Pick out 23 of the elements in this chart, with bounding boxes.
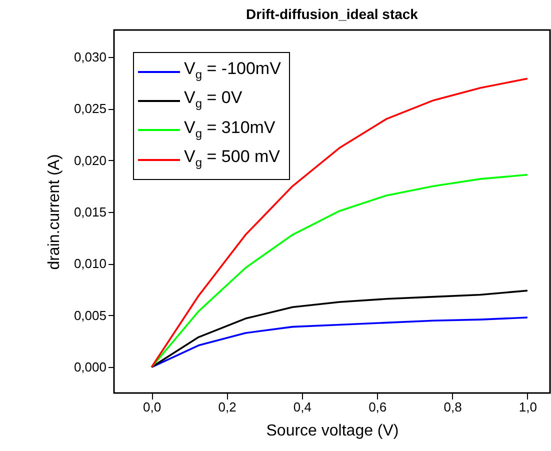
- x-tick-label: 0,8: [444, 400, 462, 414]
- y-tick-label: 0,015: [74, 204, 106, 220]
- y-tick-label: 0,025: [74, 101, 106, 116]
- legend-label: V$_{g}$ = 500 mV: [184, 146, 280, 172]
- x-tick-label: 1,0: [518, 400, 537, 414]
- x-tick-label: 0,2: [218, 400, 236, 414]
- line-series: [150, 290, 528, 368]
- y-tick-label: 0,020: [74, 152, 106, 168]
- legend-label: V$_{g}$ = 0V: [184, 87, 242, 113]
- y-tick-label: 0,005: [74, 308, 106, 323]
- legend-label: V$_{g}$ = 310mV: [184, 116, 276, 142]
- x-tick-label: 0,6: [368, 400, 387, 414]
- x-tick-label: 0,4: [293, 400, 312, 414]
- x-tick-label: 0,0: [143, 400, 162, 414]
- line-series: [150, 316, 528, 368]
- y-axis-title: drain.current (A): [46, 154, 63, 270]
- legend-label: V$_{g}$ = -100mV: [184, 58, 281, 84]
- line-series: [150, 174, 528, 368]
- chart-title: Drift-diffusion_ideal stack: [246, 6, 418, 22]
- x-axis-title: Source voltage (V): [266, 422, 399, 440]
- y-tick-label: 0,000: [74, 360, 106, 375]
- y-tick-label: 0,030: [74, 49, 106, 64]
- y-tick-label: 0,010: [74, 256, 106, 272]
